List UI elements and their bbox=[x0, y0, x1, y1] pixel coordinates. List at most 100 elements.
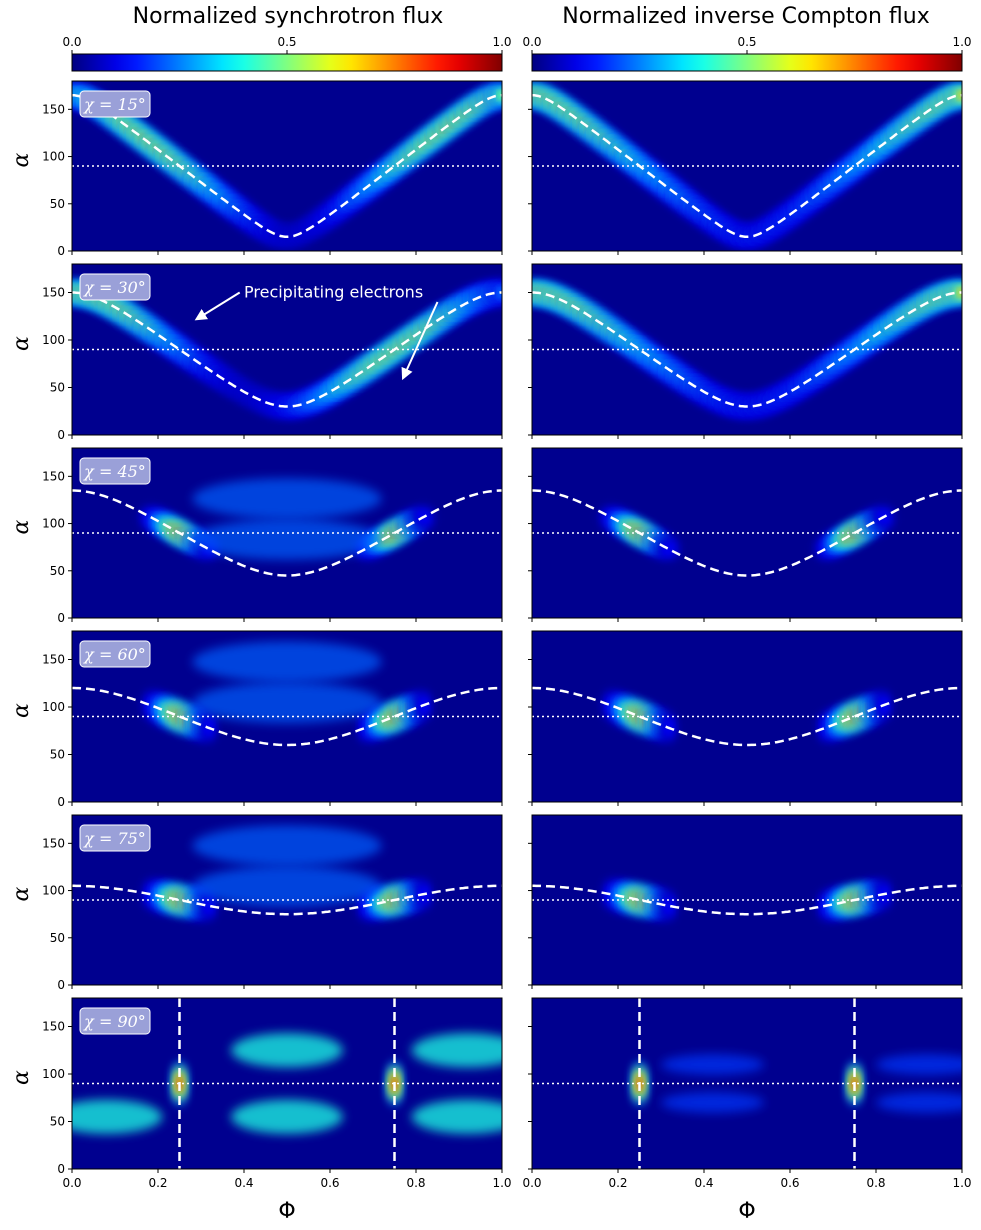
y-tick-label: 100 bbox=[42, 1067, 65, 1081]
x-tick-label: 0.4 bbox=[234, 1176, 253, 1190]
x-tick-label: 0.2 bbox=[148, 1176, 167, 1190]
precipitating-electrons-annotation: Precipitating electrons bbox=[244, 282, 423, 301]
y-tick-label: 150 bbox=[42, 102, 65, 116]
panel-frame bbox=[531, 263, 963, 436]
heatmap-panel-3-1 bbox=[532, 631, 962, 802]
y-tick-label: 100 bbox=[42, 884, 65, 898]
y-tick-label: 0 bbox=[57, 244, 65, 258]
x-tick-label: 0.6 bbox=[320, 1176, 339, 1190]
y-tick-label: 100 bbox=[42, 517, 65, 531]
y-axis-label: α bbox=[9, 886, 34, 901]
panel-frame bbox=[71, 80, 503, 252]
y-tick-label: 150 bbox=[42, 653, 65, 667]
y-tick-label: 100 bbox=[42, 150, 65, 164]
x-tick-label: 1.0 bbox=[952, 1176, 971, 1190]
annotation-arrow bbox=[194, 291, 241, 321]
chi-label: χ = 60° bbox=[83, 645, 146, 664]
chi-label-box bbox=[79, 457, 151, 485]
magnetic-inclination-curve bbox=[72, 884, 502, 916]
y-tick-label: 50 bbox=[50, 748, 65, 762]
y-axis-label: α bbox=[9, 152, 34, 167]
y-tick-label: 100 bbox=[42, 700, 65, 714]
chi-label: χ = 90° bbox=[83, 1012, 146, 1031]
magnetic-inclination-curve bbox=[72, 489, 502, 577]
chi-label: χ = 15° bbox=[83, 95, 146, 114]
x-tick-label: 0.0 bbox=[522, 1176, 541, 1190]
inverse-compton-title: Normalized inverse Compton flux bbox=[562, 4, 930, 29]
y-tick-label: 150 bbox=[42, 469, 65, 483]
colorbar-0 bbox=[71, 53, 503, 72]
colorbar-tick-label: 0.0 bbox=[522, 35, 541, 49]
y-tick-label: 0 bbox=[57, 428, 65, 442]
colorbar-tick-label: 1.0 bbox=[952, 35, 971, 49]
x-tick-label: 1.0 bbox=[492, 1176, 511, 1190]
x-axis-label: Φ bbox=[278, 1199, 295, 1224]
chi-label-box bbox=[79, 824, 151, 852]
magnetic-inclination-curve bbox=[72, 93, 502, 239]
y-tick-label: 50 bbox=[50, 381, 65, 395]
colorbar-tick-label: 0.5 bbox=[737, 35, 756, 49]
y-tick-label: 0 bbox=[57, 795, 65, 809]
magnetic-inclination-curve bbox=[532, 884, 962, 916]
y-tick-label: 0 bbox=[57, 978, 65, 992]
heatmap-panel-0-1 bbox=[532, 81, 962, 251]
y-tick-label: 150 bbox=[42, 1020, 65, 1034]
panel-frame bbox=[71, 447, 503, 619]
y-tick-label: 50 bbox=[50, 1115, 65, 1129]
panel-frame bbox=[71, 814, 503, 986]
chi-label-box bbox=[79, 273, 151, 301]
x-tick-label: 0.6 bbox=[780, 1176, 799, 1190]
colorbar-tick-label: 0.0 bbox=[62, 35, 81, 49]
heatmap-panel-0-0 bbox=[72, 81, 502, 251]
x-tick-label: 0.8 bbox=[406, 1176, 425, 1190]
x-tick-label: 0.0 bbox=[62, 1176, 81, 1190]
y-tick-label: 50 bbox=[50, 564, 65, 578]
x-tick-label: 0.4 bbox=[694, 1176, 713, 1190]
magnetic-inclination-curve bbox=[72, 291, 502, 408]
panel-frame bbox=[531, 997, 963, 1170]
y-axis-label: α bbox=[9, 703, 34, 718]
colorbar-tick-label: 1.0 bbox=[492, 35, 511, 49]
chi-label-box bbox=[79, 1007, 151, 1035]
heatmap-panel-4-1 bbox=[532, 815, 962, 985]
panel-frame bbox=[531, 447, 963, 619]
heatmap-panel-2-1 bbox=[532, 448, 962, 618]
y-tick-label: 50 bbox=[50, 931, 65, 945]
x-tick-label: 0.2 bbox=[608, 1176, 627, 1190]
x-tick-label: 0.8 bbox=[866, 1176, 885, 1190]
magnetic-inclination-curve bbox=[532, 686, 962, 747]
y-tick-label: 0 bbox=[57, 1162, 65, 1176]
y-axis-label: α bbox=[9, 336, 34, 351]
chi-label-box bbox=[79, 640, 151, 668]
colorbar-1 bbox=[531, 53, 963, 72]
panel-frame bbox=[531, 814, 963, 986]
x-axis-label: Φ bbox=[738, 1199, 755, 1224]
y-tick-label: 150 bbox=[42, 286, 65, 300]
y-axis-label: α bbox=[9, 519, 34, 534]
chi-label: χ = 45° bbox=[83, 462, 146, 481]
heatmap-panel-1-1 bbox=[532, 264, 962, 435]
chi-label: χ = 30° bbox=[83, 278, 146, 297]
y-tick-label: 150 bbox=[42, 836, 65, 850]
heatmap-panel-5-1 bbox=[532, 998, 962, 1169]
chi-label: χ = 75° bbox=[83, 829, 146, 848]
panel-frame bbox=[71, 997, 503, 1170]
chi-label-box bbox=[79, 90, 151, 118]
panel-frame bbox=[531, 630, 963, 803]
y-tick-label: 50 bbox=[50, 197, 65, 211]
y-axis-label: α bbox=[9, 1070, 34, 1085]
panel-frame bbox=[531, 80, 963, 252]
magnetic-inclination-curve bbox=[532, 489, 962, 577]
y-tick-label: 0 bbox=[57, 611, 65, 625]
magnetic-inclination-curve bbox=[532, 93, 962, 239]
synchrotron-title: Normalized synchrotron flux bbox=[132, 4, 444, 29]
annotation-arrow bbox=[401, 301, 439, 381]
panel-frame bbox=[71, 263, 503, 436]
magnetic-inclination-curve bbox=[532, 291, 962, 408]
colorbar-tick-label: 0.5 bbox=[277, 35, 296, 49]
magnetic-inclination-curve bbox=[72, 686, 502, 747]
panel-frame bbox=[71, 630, 503, 803]
y-tick-label: 100 bbox=[42, 333, 65, 347]
heatmap-panel-4-0 bbox=[72, 815, 502, 985]
